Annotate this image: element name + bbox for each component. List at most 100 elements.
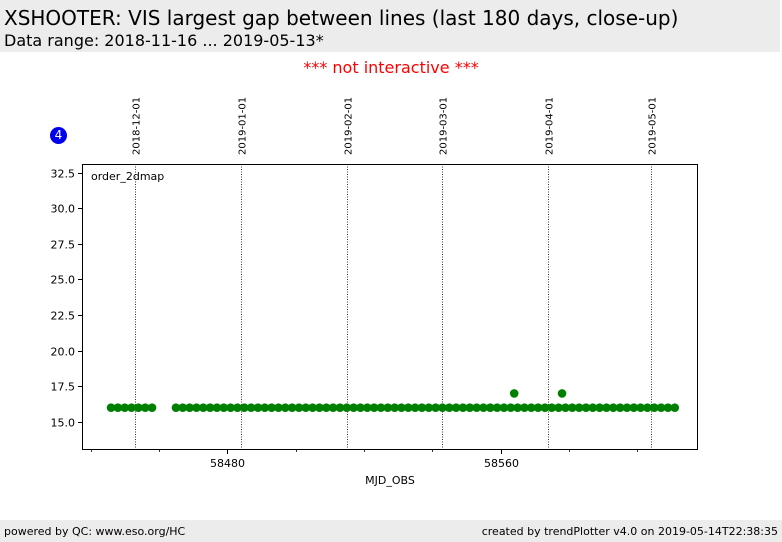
data-point	[513, 403, 522, 412]
date-line-label: 2019-02-01	[344, 97, 355, 155]
y-axis: 15.0 17.5 20.0 22.5 25.0 27.5 30.0 32.5	[51, 168, 82, 430]
data-point	[171, 403, 181, 412]
y-tick-label: 27.5	[51, 239, 76, 252]
data-point	[260, 403, 270, 412]
x-axis: 58480 58560	[91, 449, 638, 470]
y-tick-label: 30.0	[51, 203, 76, 216]
date-line-label: 2019-03-01	[439, 97, 450, 155]
data-point	[113, 403, 123, 412]
data-point	[629, 403, 639, 412]
data-point	[540, 403, 550, 412]
data-point	[431, 403, 440, 412]
x-axis-label: MJD_OBS	[365, 474, 415, 487]
data-points	[106, 389, 680, 412]
data-point	[403, 403, 413, 412]
data-point	[526, 403, 536, 412]
data-point	[506, 403, 516, 412]
data-point	[533, 403, 543, 412]
x-tick-label: 58560	[484, 457, 519, 470]
y-tick-label: 32.5	[51, 168, 76, 181]
date-line-label: 2019-04-01	[545, 97, 556, 155]
data-point	[267, 403, 276, 412]
data-point	[192, 403, 201, 412]
data-point	[588, 403, 598, 412]
data-point	[567, 403, 577, 412]
data-point	[622, 403, 632, 412]
data-point	[294, 403, 304, 412]
data-point	[147, 403, 157, 412]
data-point	[479, 403, 488, 412]
date-line-label: 2019-01-01	[238, 97, 249, 155]
data-point	[417, 403, 427, 412]
data-point	[185, 403, 194, 412]
data-point	[472, 403, 481, 412]
data-point	[557, 389, 567, 398]
data-range-subtitle: Data range: 2018-11-16 ... 2019-05-13*	[4, 31, 324, 50]
data-point	[663, 403, 673, 412]
data-point	[301, 403, 311, 412]
data-point	[383, 403, 393, 412]
data-point	[106, 403, 116, 412]
y-tick-label: 17.5	[51, 381, 76, 394]
data-point	[595, 403, 604, 412]
date-line-label: 2018-12-01	[132, 97, 143, 155]
data-point	[321, 403, 331, 412]
y-tick-label: 22.5	[51, 310, 76, 323]
not-interactive-notice: *** not interactive ***	[303, 58, 479, 77]
data-point	[239, 403, 249, 412]
data-point	[246, 403, 256, 412]
data-point	[376, 403, 386, 412]
y-tick-label: 15.0	[51, 417, 76, 430]
y-tick-label: 20.0	[51, 346, 76, 359]
date-line-label: 2019-05-01	[648, 97, 659, 155]
data-point	[485, 403, 495, 412]
data-point	[349, 403, 358, 412]
data-point	[554, 403, 563, 412]
footer-credit: powered by QC: www.eso.org/HC	[4, 525, 186, 538]
data-point	[356, 403, 365, 412]
data-point	[253, 403, 263, 412]
x-tick-label: 58480	[210, 457, 245, 470]
y-tick-label: 25.0	[51, 274, 76, 287]
data-point	[438, 403, 447, 412]
footer-generator: created by trendPlotter v4.0 on 2019-05-…	[481, 525, 778, 538]
footer: powered by QC: www.eso.org/HC created by…	[0, 520, 782, 542]
data-point	[656, 403, 666, 412]
data-point	[547, 403, 557, 412]
data-point	[424, 403, 434, 412]
data-point	[287, 403, 297, 412]
data-point	[205, 403, 215, 412]
data-point	[581, 403, 591, 412]
scatter-chart: 2018-12-01 2019-01-01 2019-02-01 2019-03-01…	[51, 97, 698, 487]
data-point	[574, 403, 584, 412]
data-point	[499, 403, 509, 412]
data-point	[643, 403, 652, 412]
data-point	[212, 403, 222, 412]
data-point	[369, 403, 379, 412]
data-point	[509, 389, 519, 398]
plot-header: XSHOOTER: VIS largest gap between lines …	[0, 0, 782, 52]
data-point	[561, 403, 570, 412]
data-point	[315, 403, 324, 412]
data-point	[219, 403, 229, 412]
data-point	[670, 403, 680, 412]
data-point	[274, 403, 283, 412]
date-reference-lines: 2018-12-01 2019-01-01 2019-02-01 2019-03-01…	[132, 97, 659, 449]
data-point	[127, 403, 136, 412]
data-point	[397, 403, 406, 412]
data-point	[178, 403, 188, 412]
data-point	[608, 403, 618, 412]
plot-frame	[82, 164, 698, 450]
data-point	[335, 403, 345, 412]
plot-number-badge: 4	[50, 127, 67, 144]
data-point	[140, 403, 150, 412]
data-point	[451, 403, 461, 412]
legend-label-order-2dmap: order_2dmap	[91, 170, 164, 183]
data-point	[615, 403, 625, 412]
data-point	[492, 403, 502, 412]
page-title: XSHOOTER: VIS largest gap between lines …	[4, 6, 679, 30]
data-point	[362, 403, 372, 412]
data-point	[602, 403, 611, 412]
data-point	[226, 403, 235, 412]
data-point	[390, 403, 399, 412]
